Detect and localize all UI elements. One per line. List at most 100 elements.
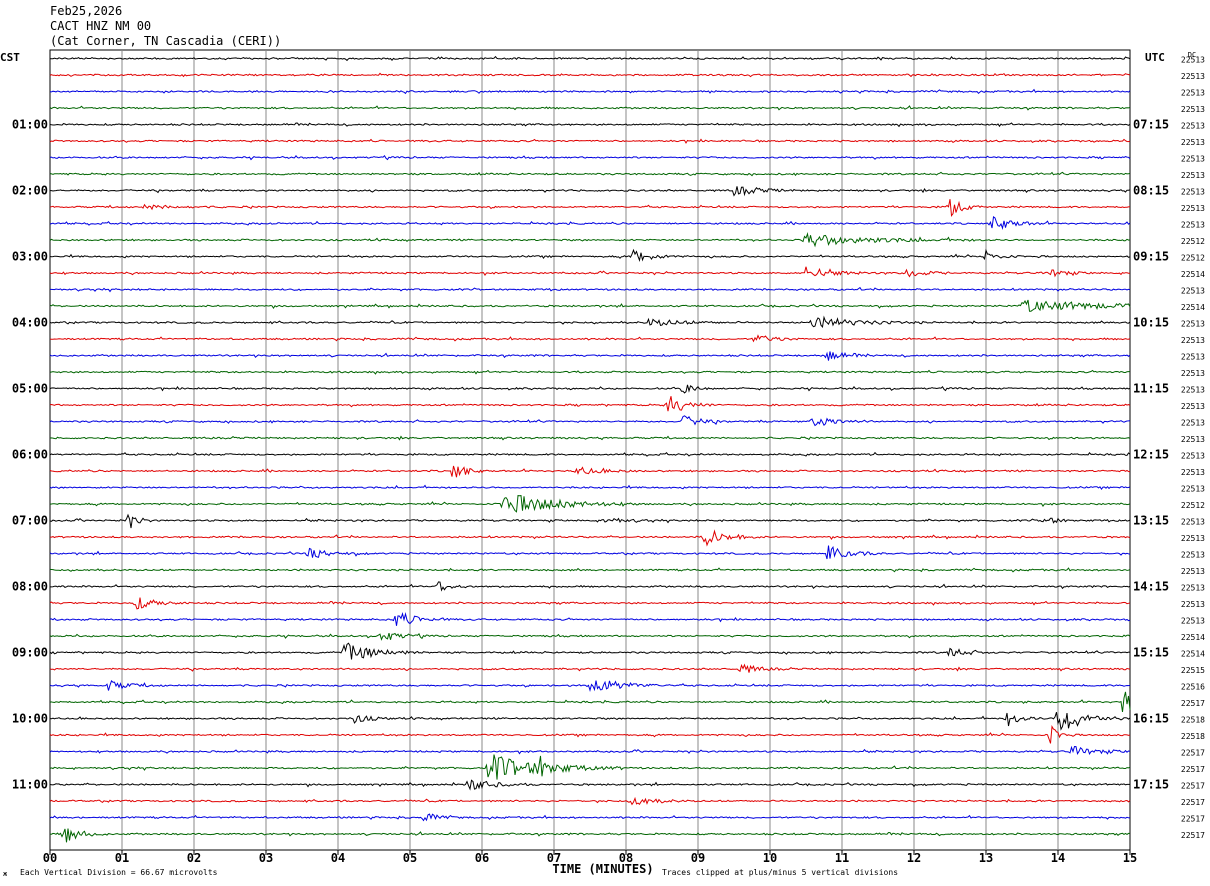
left-timezone-label: CST xyxy=(0,51,20,64)
trace-row-43 xyxy=(49,754,1131,780)
dc-offset-label: 22518 xyxy=(1181,716,1205,725)
corner-glyph: ж xyxy=(3,870,8,878)
dc-offset-label: 22515 xyxy=(1181,666,1205,675)
x-tick-label: 05 xyxy=(403,851,417,865)
trace-row-42 xyxy=(49,745,1131,756)
trace-row-41 xyxy=(49,725,1131,744)
trace-row-32 xyxy=(50,581,1131,592)
dc-offset-label: 22513 xyxy=(1181,534,1205,543)
dc-offset-label: 22513 xyxy=(1181,452,1205,461)
x-tick-label: 07 xyxy=(547,851,561,865)
left-hour-label: 05:00 xyxy=(12,382,48,396)
footer-clip-label: Traces clipped at plus/minus 5 vertical … xyxy=(662,868,898,877)
dc-offset-label: 22517 xyxy=(1181,749,1205,758)
trace-row-20 xyxy=(49,384,1131,394)
x-tick-label: 12 xyxy=(907,851,921,865)
trace-row-4 xyxy=(49,122,1131,128)
dc-offset-label: 22513 xyxy=(1181,435,1205,444)
trace-row-39 xyxy=(49,691,1131,712)
left-hour-label: 01:00 xyxy=(12,118,48,132)
right-hour-label: 12:15 xyxy=(1133,448,1169,462)
dc-offset-label: 22513 xyxy=(1181,518,1205,527)
right-hour-label: 07:15 xyxy=(1133,118,1169,132)
left-hour-label: 08:00 xyxy=(12,580,48,594)
dc-offset-label: 22517 xyxy=(1181,815,1205,824)
trace-row-1 xyxy=(49,72,1131,78)
trace-row-16 xyxy=(49,315,1131,329)
x-tick-label: 00 xyxy=(43,851,57,865)
left-hour-label: 03:00 xyxy=(12,250,48,264)
trace-row-34 xyxy=(49,612,1131,626)
dc-offset-label: 22517 xyxy=(1181,831,1205,840)
right-hour-label: 08:15 xyxy=(1133,184,1169,198)
left-hour-label: 07:00 xyxy=(12,514,48,528)
trace-row-24 xyxy=(49,451,1131,457)
dc-offset-label: 22517 xyxy=(1181,798,1205,807)
station-label: CACT HNZ NM 00 xyxy=(50,19,152,33)
trace-row-28 xyxy=(49,513,1131,529)
trace-row-7 xyxy=(49,171,1131,177)
footer-scale-label: Each Vertical Division = 66.67 microvolt… xyxy=(20,868,218,877)
dc-offset-label: 22513 xyxy=(1181,468,1205,477)
right-hour-label: 11:15 xyxy=(1133,382,1169,396)
trace-row-6 xyxy=(49,154,1131,161)
trace-row-47 xyxy=(49,828,1130,843)
dc-offset-label: 22513 xyxy=(1181,320,1205,329)
trace-row-22 xyxy=(49,415,1131,427)
dc-offset-label: 22514 xyxy=(1181,650,1205,659)
dc-offset-label: 22513 xyxy=(1181,584,1205,593)
dc-offset-label: 22513 xyxy=(1181,287,1205,296)
x-tick-label: 11 xyxy=(835,851,849,865)
left-hour-label: 02:00 xyxy=(12,184,48,198)
trace-row-35 xyxy=(49,632,1131,641)
dc-offset-label: 22513 xyxy=(1181,155,1205,164)
trace-row-36 xyxy=(49,642,1130,660)
dc-offset-label: 22517 xyxy=(1181,782,1205,791)
trace-row-38 xyxy=(49,680,1131,693)
trace-row-2 xyxy=(49,88,1131,95)
trace-row-11 xyxy=(49,231,1131,248)
dc-offset-label: 22514 xyxy=(1181,270,1205,279)
dc-offset-label: 22513 xyxy=(1181,369,1205,378)
dc-offset-label: 22514 xyxy=(1181,303,1205,312)
left-hour-label: 09:00 xyxy=(12,646,48,660)
trace-row-31 xyxy=(49,567,1131,573)
dc-offset-label: 22513 xyxy=(1181,402,1205,411)
trace-row-37 xyxy=(49,663,1131,673)
dc-header-label: DC xyxy=(1188,51,1196,59)
dc-offset-label: 22513 xyxy=(1181,105,1205,114)
dc-offset-label: 22513 xyxy=(1181,221,1205,230)
x-tick-label: 15 xyxy=(1123,851,1137,865)
dc-offset-label: 22513 xyxy=(1181,204,1205,213)
x-tick-label: 03 xyxy=(259,851,273,865)
trace-row-0 xyxy=(49,55,1131,62)
trace-row-18 xyxy=(49,351,1131,361)
trace-row-19 xyxy=(49,369,1130,375)
trace-row-26 xyxy=(49,484,1131,490)
dc-offset-label: 22513 xyxy=(1181,56,1205,65)
trace-row-9 xyxy=(49,199,1131,218)
x-tick-label: 10 xyxy=(763,851,777,865)
dc-offset-label: 22512 xyxy=(1181,254,1205,263)
dc-offset-label: 22513 xyxy=(1181,138,1205,147)
trace-row-29 xyxy=(50,529,1131,547)
dc-offset-label: 22513 xyxy=(1181,188,1205,197)
trace-row-46 xyxy=(49,813,1131,822)
left-hour-label: 06:00 xyxy=(12,448,48,462)
dc-offset-label: 22513 xyxy=(1181,419,1205,428)
dc-offset-label: 22514 xyxy=(1181,633,1205,642)
left-hour-label: 10:00 xyxy=(12,712,48,726)
right-hour-label: 16:15 xyxy=(1133,712,1169,726)
right-hour-label: 13:15 xyxy=(1133,514,1169,528)
dc-offset-label: 22513 xyxy=(1181,567,1205,576)
right-hour-label: 10:15 xyxy=(1133,316,1169,330)
x-tick-label: 01 xyxy=(115,851,129,865)
trace-row-14 xyxy=(50,286,1131,293)
x-tick-label: 08 xyxy=(619,851,633,865)
trace-row-44 xyxy=(49,779,1130,791)
right-hour-label: 14:15 xyxy=(1133,580,1169,594)
trace-row-17 xyxy=(49,334,1131,343)
right-timezone-label: UTC xyxy=(1145,51,1165,64)
trace-row-33 xyxy=(49,597,1131,610)
x-tick-label: 09 xyxy=(691,851,705,865)
